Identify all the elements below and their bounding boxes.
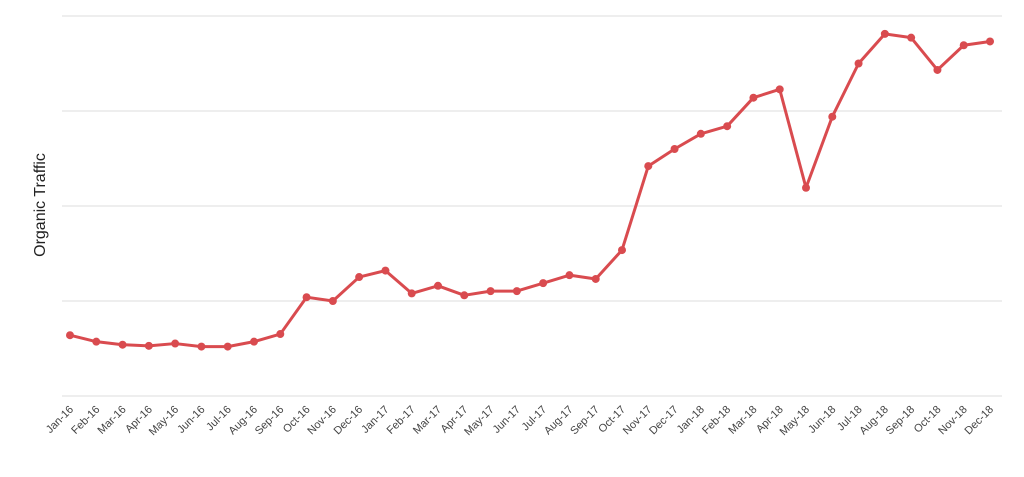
data-point [854,59,863,68]
data-point [197,342,206,351]
data-point [670,145,679,153]
data-point [328,297,337,305]
data-point [66,331,74,340]
data-point [434,281,442,290]
x-tick-label: Jun-17 [491,404,523,436]
data-point [276,330,285,339]
data-point [144,341,153,350]
data-point [539,279,548,288]
data-point [828,112,837,121]
gridlines [62,15,1002,397]
data-point [512,287,521,296]
data-point [460,291,469,300]
data-point [118,340,127,349]
data-point [591,274,600,283]
x-tick-label: Sep-17 [568,404,602,438]
data-point [723,122,732,131]
x-tick-label: Mar-17 [411,404,444,437]
data-point [355,273,364,282]
x-tick-label: May-17 [462,404,496,438]
data-point [618,246,626,255]
x-tick-label: Jun-18 [806,404,838,436]
data-point [696,129,705,138]
y-axis-title: Organic Traffic [32,153,49,257]
series-line [68,32,992,349]
data-point [565,271,574,280]
data-point [775,85,784,94]
data-point [880,29,889,38]
x-tick-label: Sep-18 [884,404,918,438]
data-point [92,337,101,346]
data-point [171,339,180,348]
data-point [250,337,258,346]
data-point [381,266,390,275]
data-point [644,162,653,171]
x-tick-label: May-16 [147,404,181,438]
x-tick-label: Feb-17 [385,404,418,437]
x-tick-label: Feb-18 [700,404,733,437]
data-point [407,289,416,298]
data-point [486,287,495,296]
data-point [959,41,968,50]
data-point [749,93,758,102]
series-organic-traffic [66,29,994,351]
x-tick-label: Jun-16 [175,404,207,436]
data-point [907,33,916,42]
x-tick-label: Dec-17 [647,404,681,438]
data-point [986,37,994,46]
x-tick-label: Dec-16 [332,404,366,438]
x-tick-label: Sep-16 [253,404,287,438]
x-tick-label: Dec-18 [963,404,997,438]
data-point [933,65,942,74]
data-point [802,183,810,192]
x-axis-tick-labels: Jan-16Feb-16Mar-16Apr-16May-16Jun-16Jul-… [44,404,996,438]
x-tick-label: May-18 [778,404,812,438]
x-tick-label: Feb-16 [69,404,102,437]
data-point [223,342,232,351]
data-point [302,293,311,302]
x-tick-label: Mar-16 [96,404,129,437]
x-tick-label: Mar-18 [726,404,759,437]
